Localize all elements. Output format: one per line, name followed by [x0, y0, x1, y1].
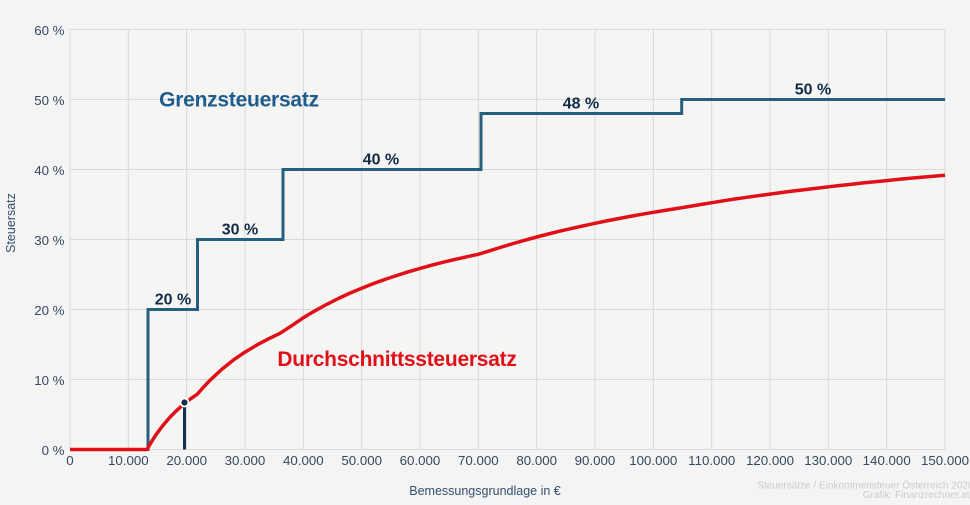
- svg-text:0: 0: [66, 453, 73, 468]
- svg-text:30 %: 30 %: [222, 222, 258, 239]
- svg-text:20 %: 20 %: [34, 303, 64, 318]
- svg-text:48 %: 48 %: [563, 96, 599, 113]
- svg-text:50 %: 50 %: [34, 93, 64, 108]
- svg-text:50 %: 50 %: [795, 82, 831, 99]
- svg-text:Durchschnittssteuersatz: Durchschnittssteuersatz: [277, 348, 516, 371]
- svg-text:150.000: 150.000: [921, 453, 969, 468]
- svg-text:70.000: 70.000: [458, 453, 499, 468]
- svg-text:40 %: 40 %: [363, 152, 399, 169]
- svg-text:20 %: 20 %: [155, 292, 191, 309]
- svg-text:Steuersätze / Einkommensteuer: Steuersätze / Einkommensteuer Österreich…: [757, 480, 970, 492]
- svg-text:30.000: 30.000: [225, 453, 266, 468]
- svg-text:0 %: 0 %: [42, 443, 65, 458]
- svg-text:Grafik: Finanzrechner.at: Grafik: Finanzrechner.at: [863, 490, 970, 500]
- svg-text:30 %: 30 %: [34, 233, 64, 248]
- svg-text:40.000: 40.000: [283, 453, 324, 468]
- svg-text:40 %: 40 %: [34, 163, 64, 178]
- svg-text:Grenzsteuersatz: Grenzsteuersatz: [159, 89, 319, 112]
- svg-text:10.000: 10.000: [108, 453, 149, 468]
- svg-text:20.000: 20.000: [166, 453, 207, 468]
- svg-text:Bemessungsgrundlage in €: Bemessungsgrundlage in €: [409, 484, 561, 498]
- svg-text:140.000: 140.000: [863, 453, 911, 468]
- svg-text:60 %: 60 %: [34, 23, 64, 38]
- svg-text:120.000: 120.000: [746, 453, 794, 468]
- svg-text:110.000: 110.000: [688, 453, 735, 468]
- svg-text:90.000: 90.000: [575, 453, 616, 468]
- svg-text:100.000: 100.000: [629, 453, 677, 468]
- svg-text:130.000: 130.000: [804, 453, 852, 468]
- svg-text:50.000: 50.000: [341, 453, 382, 468]
- svg-text:Steuersatz: Steuersatz: [4, 193, 18, 253]
- svg-text:80.000: 80.000: [516, 453, 557, 468]
- svg-text:10 %: 10 %: [34, 373, 64, 388]
- svg-text:60.000: 60.000: [400, 453, 441, 468]
